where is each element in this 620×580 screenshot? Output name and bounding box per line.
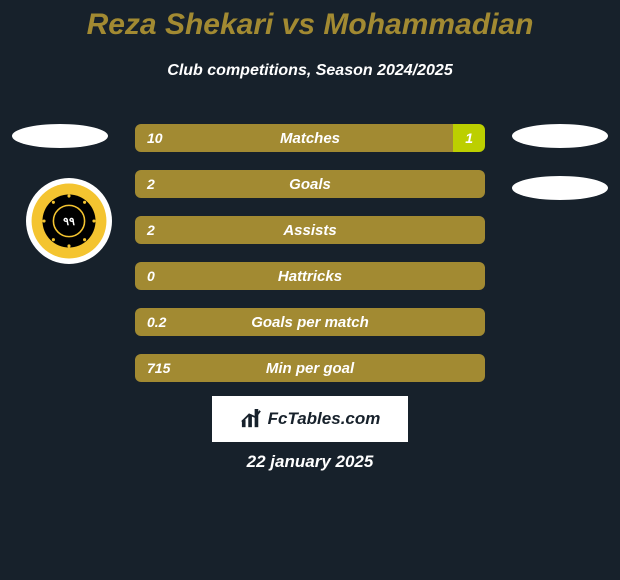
svg-text:۹۹: ۹۹ xyxy=(63,216,75,228)
stat-bar-left-value: 715 xyxy=(147,354,170,382)
stat-bar-left-fill xyxy=(135,308,485,336)
player-right-silhouette-1 xyxy=(512,124,608,148)
stat-bar-left-fill xyxy=(135,170,485,198)
stat-bar-row: 715Min per goal xyxy=(135,354,485,382)
stat-bar-left-fill xyxy=(135,354,485,382)
stat-bar-right-value: 1 xyxy=(465,124,473,152)
stat-bar-left-fill xyxy=(135,124,453,152)
player-left-silhouette xyxy=(12,124,108,148)
date-label: 22 january 2025 xyxy=(0,452,620,472)
stat-bar-left-value: 0.2 xyxy=(147,308,166,336)
stat-bar-row: 2Goals xyxy=(135,170,485,198)
stat-bar-left-value: 10 xyxy=(147,124,163,152)
watermark: FcTables.com xyxy=(212,396,408,442)
page-title: Reza Shekari vs Mohammadian xyxy=(0,8,620,42)
stat-bar-left-fill xyxy=(135,262,485,290)
stat-bar-left-value: 0 xyxy=(147,262,155,290)
watermark-text: FcTables.com xyxy=(268,409,381,429)
stat-bar-row: 0.2Goals per match xyxy=(135,308,485,336)
stat-bar-row: 101Matches xyxy=(135,124,485,152)
stat-bar-left-fill xyxy=(135,216,485,244)
page-subtitle: Club competitions, Season 2024/2025 xyxy=(0,62,620,80)
stat-bar-left-value: 2 xyxy=(147,170,155,198)
stat-bar-left-value: 2 xyxy=(147,216,155,244)
player-right-silhouette-2 xyxy=(512,176,608,200)
player-left-club-logo: ۹۹ xyxy=(26,178,112,264)
stat-bars: 101Matches2Goals2Assists0Hattricks0.2Goa… xyxy=(135,124,485,400)
stat-bar-row: 0Hattricks xyxy=(135,262,485,290)
chart-icon xyxy=(240,409,262,429)
comparison-infographic: Reza Shekari vs Mohammadian Club competi… xyxy=(0,0,620,580)
stat-bar-row: 2Assists xyxy=(135,216,485,244)
club-crest-icon: ۹۹ xyxy=(30,182,108,260)
